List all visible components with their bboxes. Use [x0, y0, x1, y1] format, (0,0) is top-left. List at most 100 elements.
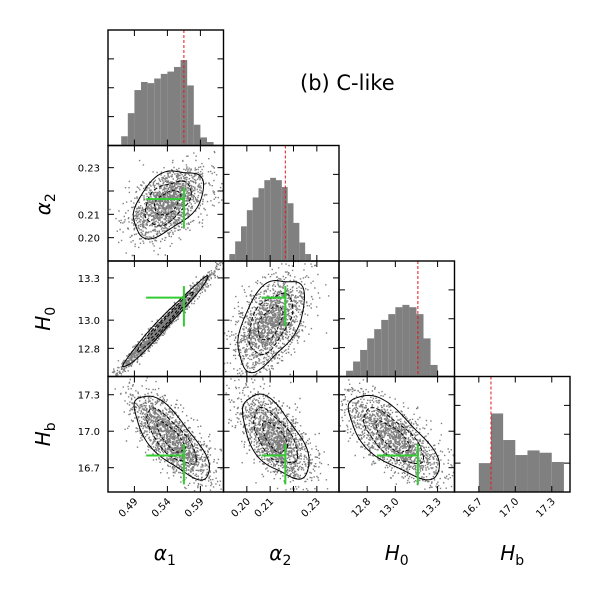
histogram-bar — [154, 78, 161, 146]
ticks-3-0 — [108, 376, 224, 492]
histogram-bar — [490, 413, 504, 492]
histogram-bar — [388, 314, 396, 377]
x-tick-label-alpha_2: 0.21 — [253, 496, 277, 520]
histogram-bar — [270, 177, 276, 261]
ticks-2-2 — [339, 261, 455, 377]
histogram-bar — [121, 136, 128, 146]
histogram-bar — [200, 137, 207, 146]
y-tick-label-alpha_2: 0.23 — [78, 164, 100, 175]
x-tick-label-H_0: 13.3 — [420, 496, 444, 520]
panels-layer: 0.49 0.54 0.59 0.20 0.21 0.23 12.8 13.0 13.3 16.7… — [31, 29, 571, 569]
sample-points — [339, 376, 455, 492]
ticks-0-0 — [108, 30, 224, 146]
histogram-H_0 — [338, 260, 456, 378]
contour-level-1 — [262, 420, 289, 454]
histogram-bar — [299, 242, 306, 261]
contour-level-1 — [156, 420, 186, 453]
histogram-bar — [174, 66, 181, 146]
histogram-bar — [539, 452, 552, 492]
contour-level-1 — [257, 305, 284, 340]
sample-points — [114, 377, 224, 492]
ticks-3-2 — [339, 376, 455, 492]
sample-points — [225, 376, 329, 492]
histogram-bar — [409, 307, 417, 377]
y-tick-label-H_0: 13.3 — [78, 274, 100, 285]
histogram-bar — [134, 90, 141, 146]
histogram-alpha_2 — [222, 144, 340, 262]
contour-level-3 — [133, 395, 211, 481]
y-tick-label-alpha_2: 0.21 — [78, 210, 100, 221]
y-tick-label-H_0: 13.0 — [78, 316, 100, 327]
histogram-bar — [381, 319, 389, 377]
histogram-bar — [160, 73, 168, 146]
histogram-bar — [241, 226, 247, 261]
histogram-bar — [402, 304, 410, 377]
histogram-bar — [430, 364, 438, 377]
histogram-alpha_1 — [107, 29, 225, 147]
histogram-bar — [246, 210, 253, 261]
histogram-bar — [423, 338, 431, 377]
histogram-bar — [229, 254, 236, 261]
contour-level-2 — [136, 291, 194, 353]
histogram-bar — [293, 222, 300, 261]
y-tick-label-alpha_2: 0.20 — [78, 234, 100, 245]
histogram-bar — [478, 463, 491, 492]
contour-level-1 — [147, 304, 182, 340]
histogram-bar — [141, 81, 148, 146]
histogram-bar — [305, 254, 311, 261]
ticks-3-1 — [223, 376, 339, 492]
histogram-bar — [515, 455, 528, 492]
contour-level-3 — [347, 394, 440, 481]
histogram-bar — [207, 142, 214, 146]
histogram-bar — [503, 440, 516, 492]
histogram-bar — [527, 450, 540, 492]
sample-points — [111, 261, 224, 377]
x-tick-label-H_b: 17.3 — [534, 496, 558, 520]
x-tick-label-alpha_2: 0.20 — [229, 496, 253, 520]
ticks-2-1 — [223, 261, 339, 377]
histogram-H_b — [453, 375, 571, 493]
y-axis-label-H_b: Hb — [31, 422, 59, 446]
y-axis-label-alpha_2: α2 — [31, 193, 59, 215]
histogram-bar — [367, 338, 375, 377]
histogram-bar — [276, 180, 282, 261]
x-axis-label-alpha_1: α1 — [154, 541, 176, 569]
histogram-bar — [235, 241, 241, 261]
histogram-bar — [353, 361, 361, 377]
histogram-bar — [264, 180, 271, 261]
histogram-bar — [147, 83, 155, 146]
histogram-bar — [416, 314, 424, 377]
histogram-bar — [193, 124, 201, 146]
panel-alpha_2-vs-alpha_1 — [107, 144, 225, 262]
contour-level-1 — [375, 420, 411, 453]
contour-level-3 — [242, 393, 310, 480]
contour-level-2 — [362, 407, 425, 465]
histogram-bar — [395, 307, 403, 377]
x-axis-label-H_b: Hb — [500, 541, 524, 569]
histogram-bar — [187, 85, 194, 146]
ticks-1-1 — [223, 145, 339, 261]
y-tick-label-H_b: 17.3 — [78, 391, 100, 402]
contour-level-3 — [237, 279, 306, 374]
panel-H_b-vs-H_0 — [338, 375, 456, 493]
histogram-bar — [551, 461, 564, 492]
histogram-bar — [167, 71, 174, 146]
x-axis-label-H_0: H0 — [385, 541, 409, 569]
panel-H_b-vs-alpha_2 — [222, 375, 340, 493]
x-tick-label-H_0: 12.8 — [350, 496, 374, 520]
panel-H_b-vs-alpha_1 — [107, 375, 225, 493]
x-tick-label-alpha_1: 0.54 — [150, 496, 174, 520]
y-tick-label-H_b: 16.7 — [78, 464, 100, 475]
x-tick-label-alpha_2: 0.23 — [299, 496, 323, 520]
histogram-bar — [281, 187, 288, 261]
x-axis-label-alpha_2: α2 — [269, 541, 291, 569]
histogram-bar — [360, 349, 368, 377]
panel-H_0-vs-alpha_1 — [107, 260, 225, 378]
contour-level-2 — [144, 180, 192, 227]
x-tick-label-alpha_1: 0.49 — [117, 496, 141, 520]
contour-level-2 — [146, 407, 197, 465]
contour-level-2 — [248, 292, 294, 356]
ticks-3-3 — [454, 376, 570, 492]
y-axis-label-H_0: H0 — [31, 307, 59, 331]
